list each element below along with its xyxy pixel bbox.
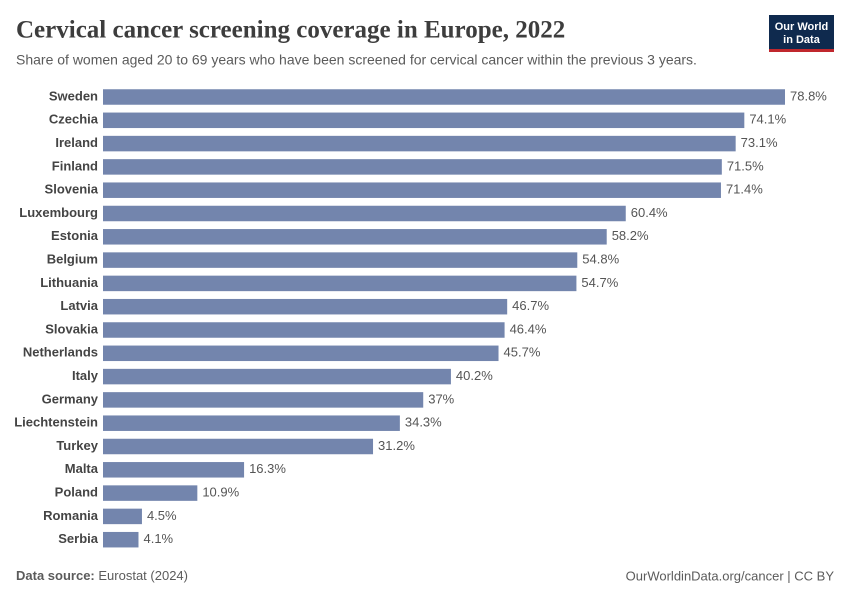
- y-tick-label: Finland: [52, 158, 98, 173]
- y-tick-label: Germany: [42, 391, 99, 406]
- y-tick-label: Ireland: [55, 135, 98, 150]
- data-label: 54.8%: [582, 252, 619, 267]
- source: Data source: Eurostat (2024): [16, 568, 188, 583]
- data-label: 73.1%: [741, 135, 778, 150]
- bar: [103, 252, 578, 268]
- bar: [103, 531, 139, 548]
- bar: [103, 485, 198, 501]
- chart-title: Cervical cancer screening coverage in Eu…: [16, 17, 565, 44]
- bar: [103, 438, 374, 455]
- logo-text: in Data: [783, 34, 821, 46]
- y-tick-label: Slovenia: [45, 182, 99, 197]
- logo[interactable]: Our World in Data: [769, 15, 834, 52]
- bar: [103, 205, 626, 222]
- data-label: 71.4%: [726, 182, 763, 197]
- data-label: 74.1%: [749, 112, 786, 127]
- data-label: 40.2%: [456, 368, 493, 383]
- y-tick-label: Belgium: [47, 252, 98, 267]
- bar: [103, 508, 142, 525]
- y-tick-label: Slovakia: [45, 321, 99, 336]
- y-tick-label: Italy: [72, 368, 99, 383]
- bar: [103, 89, 785, 105]
- bar: [103, 275, 577, 292]
- logo-text: Our World: [775, 21, 829, 33]
- bar: [103, 112, 745, 129]
- data-label: 58.2%: [612, 228, 649, 243]
- bar: [103, 345, 499, 362]
- bar: [103, 322, 505, 338]
- bar: [103, 392, 424, 408]
- data-label: 71.5%: [727, 158, 764, 173]
- data-label: 78.8%: [790, 88, 827, 103]
- y-tick-label: Malta: [65, 461, 99, 476]
- y-tick-label: Poland: [55, 485, 98, 500]
- y-tick-label: Sweden: [49, 88, 98, 103]
- bar: [103, 229, 607, 245]
- logo-box: [769, 15, 834, 51]
- data-label: 45.7%: [504, 345, 541, 360]
- bar: [103, 415, 400, 431]
- data-label: 54.7%: [581, 275, 618, 290]
- data-label: 37%: [428, 391, 454, 406]
- source-text: Eurostat (2024): [98, 568, 188, 583]
- bar: [103, 368, 451, 385]
- bar: [103, 159, 722, 175]
- logo-stripe: [769, 49, 834, 52]
- bar: [103, 462, 245, 478]
- y-tick-label: Latvia: [60, 298, 98, 313]
- data-label: 34.3%: [405, 415, 442, 430]
- y-tick-label: Luxembourg: [19, 205, 98, 220]
- data-label: 31.2%: [378, 438, 415, 453]
- y-tick-label: Romania: [43, 508, 99, 523]
- data-label: 10.9%: [202, 485, 239, 500]
- bar: [103, 182, 721, 198]
- y-tick-label: Serbia: [58, 531, 99, 546]
- y-tick-label: Liechtenstein: [14, 415, 98, 430]
- y-tick-label: Lithuania: [40, 275, 99, 290]
- y-tick-label: Czechia: [49, 112, 99, 127]
- data-label: 16.3%: [249, 461, 286, 476]
- data-label: 4.5%: [147, 508, 177, 523]
- bar: [103, 298, 508, 315]
- data-label: 46.4%: [510, 321, 547, 336]
- chart-subtitle: Share of women aged 20 to 69 years who h…: [16, 52, 697, 68]
- data-label: 46.7%: [512, 298, 549, 313]
- source-url[interactable]: OurWorldinData.org/cancer | CC BY: [626, 568, 835, 583]
- bar: [103, 135, 736, 152]
- y-tick-label: Turkey: [56, 438, 98, 453]
- data-label: 60.4%: [631, 205, 668, 220]
- y-tick-label: Estonia: [51, 228, 99, 243]
- y-tick-label: Netherlands: [23, 345, 98, 360]
- source-label: Data source:: [16, 568, 95, 583]
- data-label: 4.1%: [143, 531, 173, 546]
